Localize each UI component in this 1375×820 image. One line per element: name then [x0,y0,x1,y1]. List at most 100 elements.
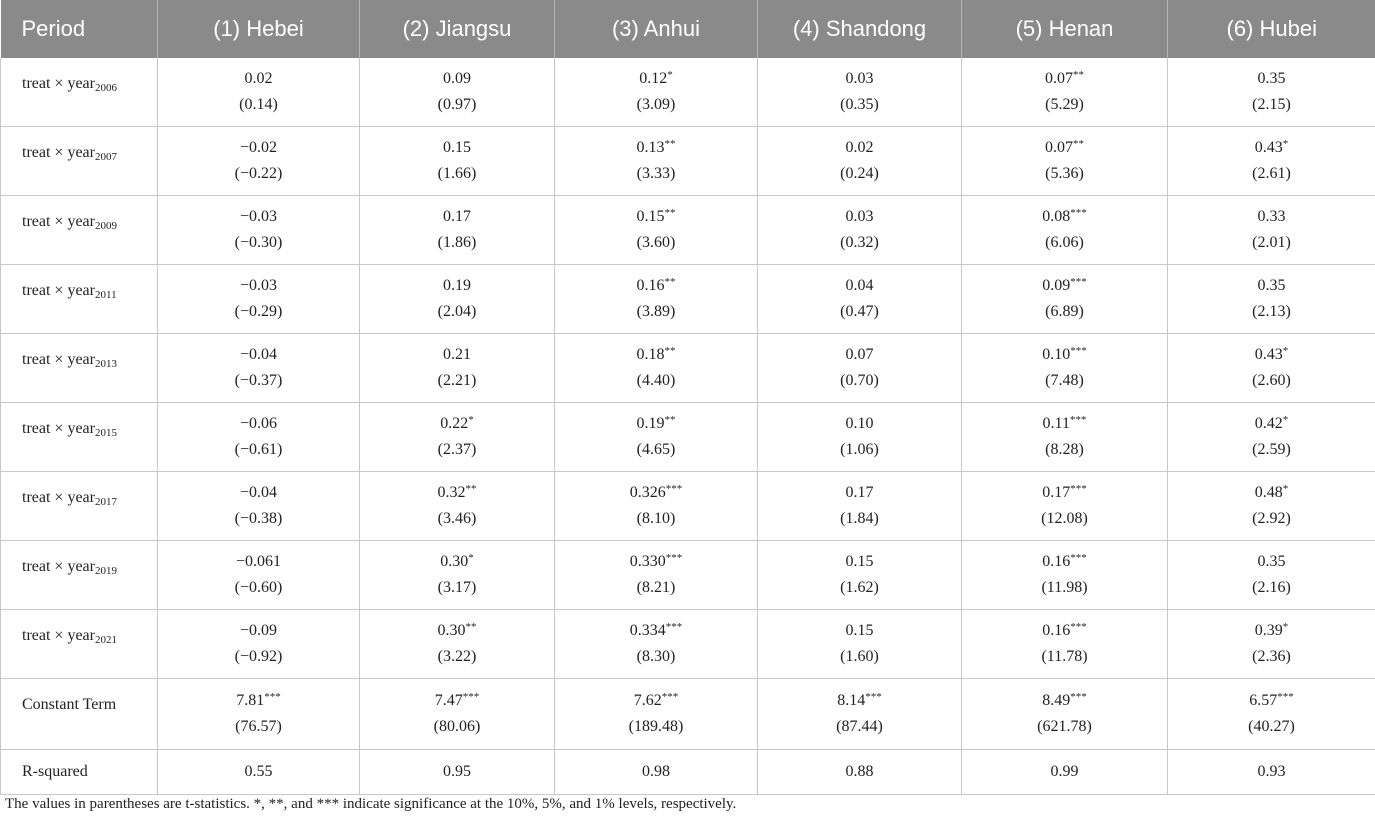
t-statistic: (−0.61) [234,441,283,458]
table-row: treat × year2007 −0.02 (−0.22) 0.15 (1.66) 0.… [0,126,1375,196]
coefficient-line: 0.04 [758,273,961,299]
coefficient-line: 7.81*** [158,688,359,714]
t-statistic: (2.21) [437,372,477,389]
table-cell: 0.09*** (6.89) [961,264,1168,334]
coefficient-value: 7.62 [633,692,662,709]
table-header: Period (1) Hebei (2) Jiangsu (3) Anhui (… [0,0,1375,58]
coefficient-value: 0.07 [1045,139,1073,156]
coefficient-value: 7.81 [236,692,265,709]
coefficient-value: 0.30 [440,553,469,570]
coefficient-value: 0.21 [443,346,471,363]
t-statistic: (0.70) [840,372,879,389]
coefficient-value: 0.330 [629,553,666,570]
coefficient-value: 0.03 [845,208,874,225]
t-statistic: (3.89) [636,303,676,320]
coefficient-line: 0.11*** [962,411,1167,437]
significance-stars: *** [1070,691,1087,703]
t-statistic: (1.06) [840,441,879,458]
coefficient-line: 0.15 [758,618,961,644]
significance-stars: *** [665,552,683,564]
significance-stars: ** [465,483,477,495]
table-cell: 8.14*** (87.44) [757,678,962,750]
table-cell: 0.10 (1.06) [757,402,962,472]
header-row: Period (1) Hebei (2) Jiangsu (3) Anhui (… [0,0,1375,58]
coefficient-line: 0.16*** [962,618,1167,644]
t-statistic: (4.40) [636,372,676,389]
table-cell: 0.15** (3.60) [554,195,758,265]
row-label-year: 2017 [94,496,117,508]
t-statistic: (2.92) [1252,510,1291,527]
coefficient-line: 0.09 [360,66,554,92]
table-cell: −0.02 (−0.22) [157,126,360,196]
significance-stars: *** [1069,414,1087,426]
table-cell: 0.95 [359,749,555,795]
t-statistic: (2.60) [1252,372,1291,389]
coefficient-value: −0.09 [239,622,278,639]
coefficient-line: 0.12* [555,66,757,92]
t-statistic: (−0.38) [234,510,283,527]
coefficient-line: 0.13** [555,135,757,161]
table-cell: 0.35 (2.13) [1167,264,1375,334]
t-statistic: (87.44) [836,718,883,735]
table-cell: 0.02 (0.24) [757,126,962,196]
coefficient-line: 0.19** [555,411,757,437]
row-label-text: treat × year [22,420,95,437]
table-row: treat × year2017 −0.04 (−0.38) 0.32** (3.46)… [0,471,1375,541]
row-label-year: 2021 [94,634,117,646]
coefficient-value: 0.22 [440,415,469,432]
table-cell: 0.33 (2.01) [1167,195,1375,265]
coefficient-line: 0.07 [758,342,961,368]
table-cell: 0.42* (2.59) [1167,402,1375,472]
row-label-year: 2011 [94,289,117,301]
table-cell: −0.061 (−0.60) [157,540,360,610]
significance-stars: *** [1277,691,1294,703]
coefficient-value: 0.02 [845,139,874,156]
row-label-text: treat × year [22,213,95,230]
table-row: treat × year2009 −0.03 (−0.30) 0.17 (1.86) 0.… [0,195,1375,265]
coefficient-value: −0.03 [239,277,278,294]
significance-stars: * [1282,621,1289,633]
coefficient-value: 7.47 [434,692,463,709]
coefficient-line: 0.22* [360,411,554,437]
t-statistic: (1.60) [840,648,879,665]
coefficient-line: 0.48* [1168,480,1375,506]
table-cell: 0.88 [757,749,962,795]
coefficient-line: −0.03 [158,273,359,299]
row-label-text: treat × year [22,489,95,506]
coefficient-value: 0.42 [1254,415,1283,432]
coefficient-value: 0.07 [845,346,874,363]
t-statistic: (−0.60) [234,579,283,596]
coefficient-value: 0.03 [845,70,874,87]
coefficient-value: 0.99 [1050,763,1079,780]
coefficient-value: 0.334 [629,622,666,639]
coefficient-line: 0.35 [1168,66,1375,92]
coefficient-value: 0.43 [1254,346,1283,363]
coefficient-line: 0.15 [758,549,961,575]
t-statistic: (189.48) [628,718,684,735]
significance-stars: * [667,69,673,81]
table-row: R-squared 0.55 0.95 0.98 0.88 0.99 0.93 [0,749,1375,795]
row-label: treat × year2019 [0,540,158,610]
table-cell: 0.03 (0.35) [757,58,962,127]
table-cell: 0.326*** (8.10) [554,471,758,541]
coefficient-value: 0.09 [1042,277,1071,294]
t-statistic: (2.15) [1252,96,1291,113]
coefficient-value: 0.93 [1257,763,1286,780]
row-label: treat × year2011 [0,264,158,334]
significance-stars: * [1282,138,1289,150]
t-statistic: (621.78) [1037,718,1092,735]
coefficient-line: 0.15 [360,135,554,161]
t-statistic: (−0.37) [234,372,283,389]
t-statistic: (8.21) [636,579,676,596]
row-label-text: R-squared [22,763,88,780]
t-statistic: (3.33) [636,165,676,182]
table-footnote: The values in parentheses are t-statisti… [5,796,737,812]
coefficient-line: 0.10*** [962,342,1167,368]
coefficient-value: −0.04 [239,346,278,363]
row-label: Constant Term [0,678,158,750]
row-label-year: 2013 [94,358,117,370]
coefficient-line: 0.02 [758,135,961,161]
t-statistic: (2.04) [437,303,477,320]
row-label-text: Constant Term [22,696,117,713]
coefficient-value: 0.12 [639,70,668,87]
